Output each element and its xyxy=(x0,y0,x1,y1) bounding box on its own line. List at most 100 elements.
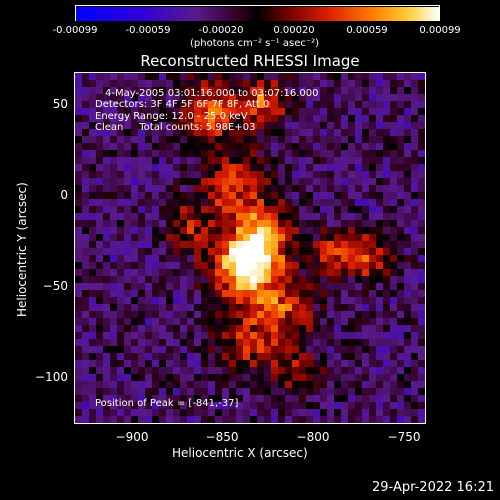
heatmap-cell xyxy=(369,101,377,109)
heatmap-cell xyxy=(208,178,216,186)
heatmap-cell xyxy=(292,318,300,326)
heatmap-cell xyxy=(285,220,293,228)
heatmap-cell xyxy=(411,269,419,277)
annotation-clean: Clean Total counts: 5.98E+03 xyxy=(95,122,256,133)
heatmap-cell xyxy=(152,178,160,186)
heatmap-cell xyxy=(229,220,237,228)
heatmap-cell xyxy=(201,353,209,361)
heatmap-cell xyxy=(383,416,391,423)
y-tick-label: 50 xyxy=(52,97,68,111)
heatmap-cell xyxy=(271,381,279,389)
heatmap-cell xyxy=(306,150,314,158)
heatmap-cell xyxy=(327,311,335,319)
heatmap-cell xyxy=(292,206,300,214)
heatmap-cell xyxy=(348,409,356,417)
heatmap-cell xyxy=(145,269,153,277)
heatmap-cell xyxy=(152,213,160,221)
heatmap-cell xyxy=(257,80,265,88)
heatmap-cell xyxy=(166,206,174,214)
heatmap-cell xyxy=(222,80,230,88)
heatmap-cell xyxy=(257,227,265,235)
heatmap-cell xyxy=(110,108,118,116)
heatmap-cell xyxy=(264,129,272,137)
heatmap-cell xyxy=(369,199,377,207)
heatmap-cell xyxy=(187,318,195,326)
heatmap-cell xyxy=(250,325,258,333)
heatmap-cell xyxy=(383,220,391,228)
heatmap-cell xyxy=(243,360,251,368)
heatmap-cell xyxy=(82,227,90,235)
heatmap-cell xyxy=(110,311,118,319)
heatmap-cell xyxy=(222,143,230,151)
heatmap-cell xyxy=(376,388,384,396)
heatmap-cell xyxy=(201,108,209,116)
heatmap-cell xyxy=(82,304,90,312)
heatmap-cell xyxy=(75,269,83,277)
heatmap-cell xyxy=(404,290,412,298)
heatmap-cell xyxy=(208,115,216,123)
heatmap-cell xyxy=(278,150,286,158)
heatmap-cell xyxy=(243,164,251,172)
heatmap-cell xyxy=(166,115,174,123)
heatmap-cell xyxy=(131,276,139,284)
heatmap-cell xyxy=(299,416,307,423)
heatmap-cell xyxy=(327,262,335,270)
heatmap-cell xyxy=(404,346,412,354)
heatmap-cell xyxy=(201,346,209,354)
heatmap-cell xyxy=(124,80,132,88)
heatmap-cell xyxy=(173,185,181,193)
heatmap-cell xyxy=(397,227,405,235)
heatmap-cell xyxy=(397,150,405,158)
heatmap-cell xyxy=(362,192,370,200)
heatmap-cell xyxy=(334,339,342,347)
heatmap-cell xyxy=(215,213,223,221)
heatmap-cell xyxy=(243,388,251,396)
heatmap-cell xyxy=(75,353,83,361)
heatmap-cell xyxy=(292,346,300,354)
heatmap-cell xyxy=(96,171,104,179)
heatmap-cell xyxy=(145,248,153,256)
heatmap-cell xyxy=(292,178,300,186)
heatmap-cell xyxy=(418,276,425,284)
heatmap-cell xyxy=(82,318,90,326)
heatmap-cell xyxy=(285,367,293,375)
heatmap-cell xyxy=(236,122,244,130)
colorbar-tick: 0.00020 xyxy=(273,25,315,36)
heatmap-cell xyxy=(215,332,223,340)
heatmap-cell xyxy=(264,402,272,410)
heatmap-cell xyxy=(75,381,83,389)
heatmap-cell xyxy=(341,311,349,319)
heatmap-cell xyxy=(187,388,195,396)
colorbar-units: (photons cm⁻² s⁻¹ asec⁻²) xyxy=(190,38,320,49)
heatmap-cell xyxy=(180,381,188,389)
heatmap-cell xyxy=(397,416,405,423)
heatmap-cell xyxy=(362,136,370,144)
heatmap-cell xyxy=(285,115,293,123)
heatmap-cell xyxy=(397,381,405,389)
heatmap-cell xyxy=(124,416,132,423)
heatmap-cell xyxy=(180,276,188,284)
heatmap-cell xyxy=(411,409,419,417)
heatmap-cell xyxy=(369,80,377,88)
heatmap-cell xyxy=(355,227,363,235)
heatmap-cell xyxy=(166,402,174,410)
heatmap-cell xyxy=(257,255,265,263)
heatmap-cell xyxy=(257,115,265,123)
heatmap-cell xyxy=(369,234,377,242)
heatmap-cell xyxy=(334,297,342,305)
heatmap-cell xyxy=(96,150,104,158)
heatmap-cell xyxy=(362,234,370,242)
heatmap-cell xyxy=(75,171,83,179)
heatmap-cell xyxy=(110,360,118,368)
heatmap-cell xyxy=(117,276,125,284)
heatmap-cell xyxy=(313,241,321,249)
heatmap-cell xyxy=(236,311,244,319)
heatmap-cell xyxy=(75,234,83,242)
heatmap-cell xyxy=(145,122,153,130)
heatmap-cell xyxy=(117,367,125,375)
heatmap-cell xyxy=(166,199,174,207)
heatmap-cell xyxy=(194,255,202,263)
heatmap-cell xyxy=(159,416,167,423)
heatmap-cell xyxy=(348,157,356,165)
heatmap-cell xyxy=(320,318,328,326)
